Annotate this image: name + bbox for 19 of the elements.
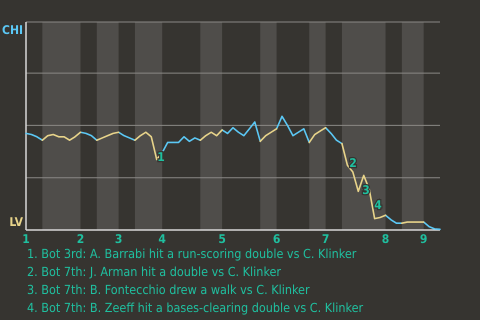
annotation: 2: [349, 156, 357, 170]
x-tick-label: 3: [114, 232, 122, 246]
text: 2. Bot 7th: J. Arman hit a double vs C. Klinker: [27, 264, 282, 279]
text: 3. Bot 7th: B. Fontecchio drew a walk vs C. Klinker: [27, 282, 310, 297]
text: 1. Bot 3rd: A. Barrabi hit a run-scoring double vs C. Klinker: [27, 246, 357, 261]
annotation: 3: [362, 183, 370, 198]
text: LV: [9, 215, 24, 229]
x-tick-label: 7: [322, 232, 330, 246]
text: 4. Bot 7th: B. Zeeff hit a bases-clearing double vs C. Klinker: [27, 300, 364, 315]
x-tick-label: 8: [382, 232, 390, 246]
x-tick-label: 2: [76, 232, 84, 246]
x-tick-label: 1: [22, 232, 30, 246]
annotation: 1: [157, 150, 165, 164]
x-tick-label: 5: [218, 232, 226, 246]
x-tick-label: 9: [420, 232, 428, 246]
x-tick-label: 4: [158, 232, 166, 246]
text: CHI: [2, 23, 23, 37]
annotation: 4: [374, 198, 382, 212]
x-tick-label: 6: [272, 232, 280, 246]
